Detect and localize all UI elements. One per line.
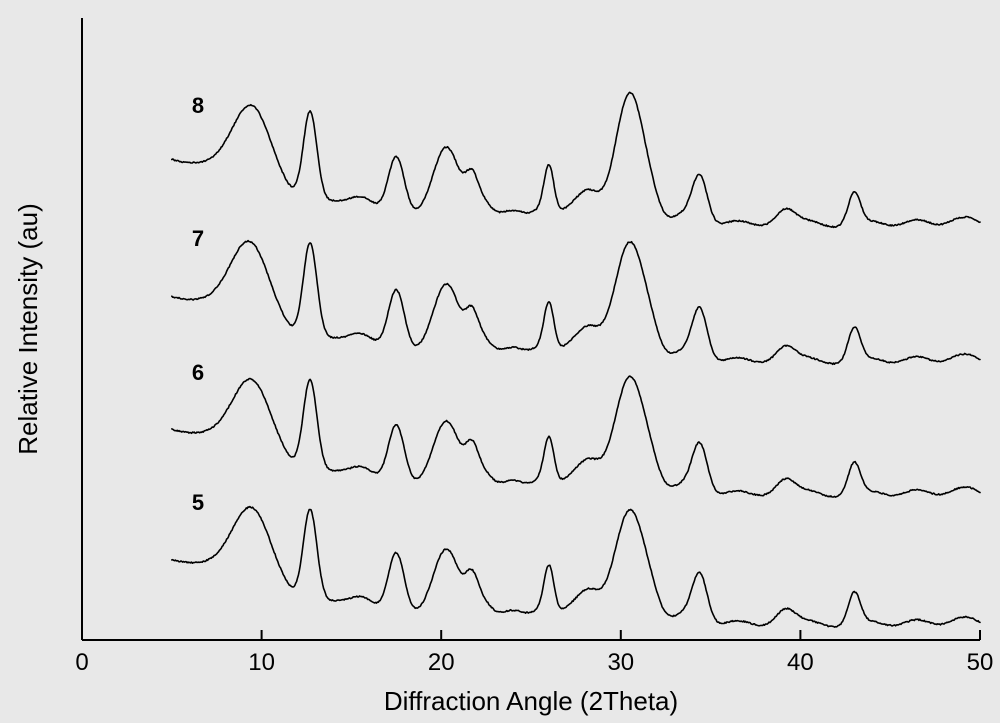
x-axis-title: Diffraction Angle (2Theta): [384, 686, 678, 716]
xrd-pattern-chart: 0 10 20 30 40 50 Diffraction Angle (2Theta) Rel…: [0, 0, 1000, 723]
series-label-7: 7: [192, 226, 204, 251]
series-label-8: 8: [192, 93, 204, 118]
x-tick-label: 50: [967, 649, 994, 676]
x-tick-label: 30: [607, 649, 634, 676]
x-tick-label: 20: [428, 649, 455, 676]
chart-svg: 0 10 20 30 40 50 Diffraction Angle (2Theta) Rel…: [0, 0, 1000, 723]
x-tick-label: 0: [75, 649, 88, 676]
x-tick-label: 10: [248, 649, 275, 676]
x-tick-label: 40: [787, 649, 814, 676]
chart-background: [0, 0, 1000, 723]
y-axis-title: Relative Intensity (au): [13, 203, 43, 454]
series-label-6: 6: [192, 360, 204, 385]
series-label-5: 5: [192, 490, 204, 515]
